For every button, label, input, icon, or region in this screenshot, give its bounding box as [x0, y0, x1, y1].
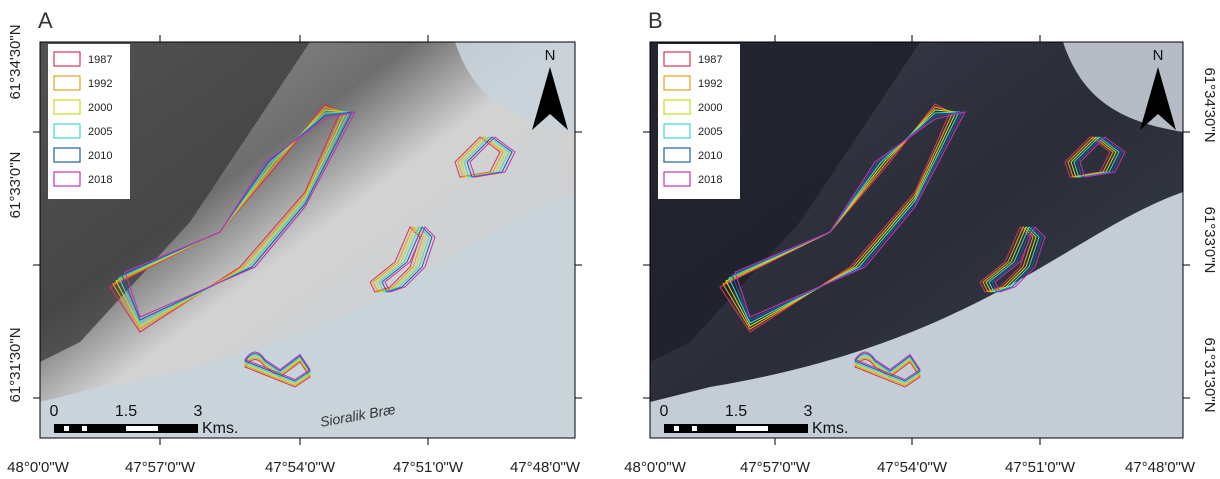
longitude-label: 47°51'0"W	[1005, 459, 1076, 476]
scale-label: 3	[804, 403, 813, 420]
legend-label: 1987	[698, 54, 722, 66]
scale-bar-segment	[126, 426, 158, 431]
north-label: N	[1153, 47, 1164, 64]
north-label: N	[545, 47, 556, 64]
panel-label: B	[648, 8, 663, 33]
latitude-label: 61°34'30"N	[7, 24, 24, 99]
scale-bar-segment	[692, 426, 697, 431]
legend-label: 2010	[88, 150, 112, 162]
panel-label: A	[38, 8, 53, 33]
legend-label: 2018	[88, 174, 112, 186]
scale-bar-segment	[736, 426, 768, 431]
latitude-label: 61°31'30"N	[1201, 337, 1218, 412]
scale-label: 1.5	[115, 403, 137, 420]
scale-label: 3	[194, 403, 203, 420]
scale-unit: Kms.	[812, 420, 848, 437]
legend-label: 2000	[88, 102, 112, 114]
legend-label: 2005	[698, 126, 722, 138]
longitude-label: 47°48'0"W	[1125, 459, 1196, 476]
legend-label: 1992	[88, 78, 112, 90]
scale-label: 0	[660, 403, 669, 420]
latitude-label: 61°34'30"N	[1201, 67, 1218, 142]
longitude-label: 47°57'0"W	[740, 459, 811, 476]
legend-label: 2010	[698, 150, 722, 162]
scale-label: 1.5	[725, 403, 747, 420]
legend-label: 2018	[698, 174, 722, 186]
figure: 198719922000200520102018N01.53Kms.Sioral…	[0, 0, 1220, 479]
scale-bar-segment	[674, 426, 679, 431]
legend-label: 1987	[88, 54, 112, 66]
longitude-label: 47°57'0"W	[125, 459, 196, 476]
latitude-label: 61°31'30"N	[7, 327, 24, 402]
scale-unit: Kms.	[202, 420, 238, 437]
scale-label: 0	[50, 403, 59, 420]
longitude-label: 48°0'0"W	[624, 459, 687, 476]
longitude-label: 47°48'0"W	[510, 459, 581, 476]
longitude-label: 47°54'0"W	[877, 459, 948, 476]
legend-label: 2000	[698, 102, 722, 114]
legend-label: 2005	[88, 126, 112, 138]
legend-label: 1992	[698, 78, 722, 90]
latitude-label: 61°33'0"N	[7, 152, 24, 219]
longitude-label: 48°0'0"W	[7, 459, 70, 476]
scale-bar-segment	[82, 426, 87, 431]
scale-bar-segment	[64, 426, 69, 431]
longitude-label: 47°54'0"W	[265, 459, 336, 476]
longitude-label: 47°51'0"W	[393, 459, 464, 476]
latitude-label: 61°33'0"N	[1201, 207, 1218, 274]
